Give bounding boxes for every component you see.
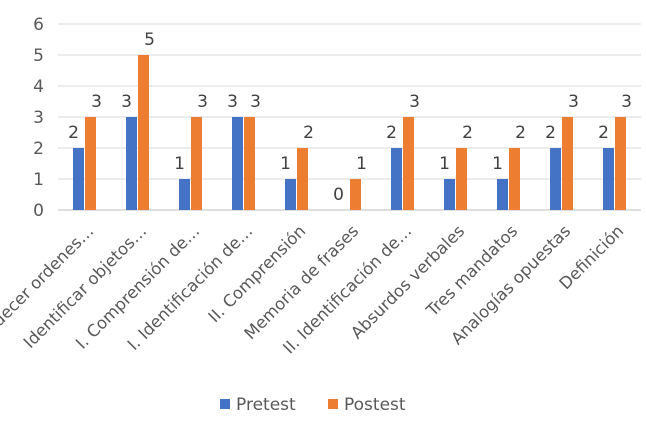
data-label-postest: 2 [462, 123, 473, 143]
data-label-pretest: 2 [545, 123, 556, 143]
bar-postest [138, 55, 149, 210]
data-label-pretest: 1 [492, 154, 503, 174]
bar-postest [403, 117, 414, 210]
data-label-pretest: 2 [68, 123, 79, 143]
data-label-postest: 2 [303, 123, 314, 143]
data-label-postest: 3 [197, 92, 208, 112]
bar-pretest [550, 148, 561, 210]
y-tick-label: 6 [33, 15, 44, 35]
y-tick-label: 0 [33, 201, 44, 221]
data-label-postest: 3 [250, 92, 261, 112]
y-tick-label: 5 [33, 46, 44, 66]
y-axis: 0 1 2 3 4 5 6 [33, 15, 44, 221]
bars [73, 55, 626, 210]
x-category-label: II. Comprensión [205, 221, 310, 326]
data-label-postest: 3 [568, 92, 579, 112]
legend-swatch-pretest [220, 399, 230, 409]
data-label-postest: 3 [409, 92, 420, 112]
data-label-pretest: 2 [386, 123, 397, 143]
y-tick-label: 2 [33, 139, 44, 159]
data-label-pretest: 3 [121, 92, 132, 112]
bar-pretest [444, 179, 455, 210]
data-label-pretest: 1 [439, 154, 450, 174]
x-category-label: Tres mandatos [422, 221, 521, 320]
bar-postest [297, 148, 308, 210]
bar-pretest [179, 179, 190, 210]
bar-pretest [603, 148, 614, 210]
bar-postest [85, 117, 96, 210]
gridlines [58, 23, 641, 211]
bar-postest [562, 117, 573, 210]
legend-swatch-postest [328, 399, 338, 409]
bar-postest [244, 117, 255, 210]
y-tick-label: 4 [33, 77, 44, 97]
bar-pretest [232, 117, 243, 210]
data-label-postest: 1 [356, 154, 367, 174]
data-label-pretest: 0 [333, 185, 344, 205]
legend-label-pretest: Pretest [236, 395, 296, 415]
data-label-postest: 5 [144, 30, 155, 50]
bar-pretest [497, 179, 508, 210]
bar-postest [350, 179, 361, 210]
y-tick-label: 1 [33, 170, 44, 190]
bar-pretest [73, 148, 84, 210]
bar-postest [615, 117, 626, 210]
data-label-postest: 3 [91, 92, 102, 112]
y-tick-label: 3 [33, 108, 44, 128]
bar-postest [509, 148, 520, 210]
data-label-pretest: 3 [227, 92, 238, 112]
legend: Pretest Postest [220, 395, 406, 415]
bar-postest [191, 117, 202, 210]
bar-postest [456, 148, 467, 210]
bar-pretest [391, 148, 402, 210]
x-axis: Obedecer ordenes…Identificar objetos…I. … [0, 221, 627, 357]
data-label-pretest: 2 [598, 123, 609, 143]
legend-label-postest: Postest [344, 395, 406, 415]
data-label-postest: 2 [515, 123, 526, 143]
bar-pretest [285, 179, 296, 210]
bar-pretest [126, 117, 137, 210]
data-label-pretest: 1 [280, 154, 291, 174]
data-label-postest: 3 [621, 92, 632, 112]
data-label-pretest: 1 [174, 154, 185, 174]
